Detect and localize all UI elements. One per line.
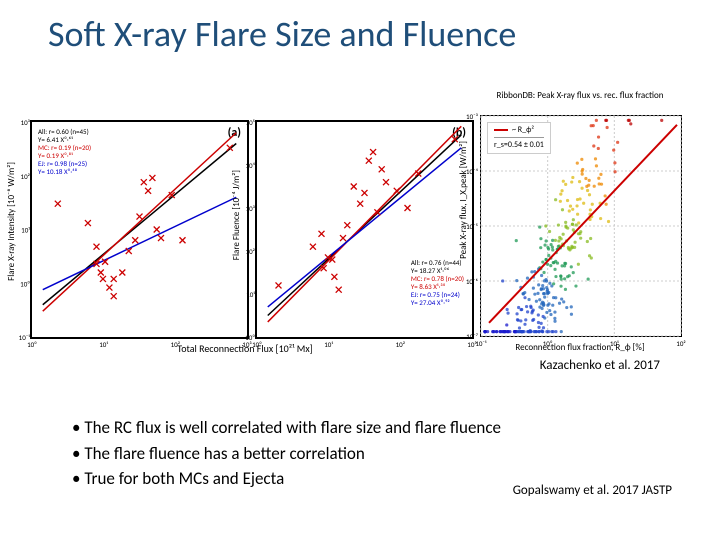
citation-kazachenko: Kazachenko et al. 2017 [540,358,660,373]
chart-c-xlabel: Reconnection flux fraction, R_ϕ [%] [480,342,680,353]
bullet-list: The RC flux is well correlated with flar… [48,415,501,492]
chart-b: (b) All: r= 0.76 (n=44)Y= 18.27 X¹·⁰⁶MC:… [255,120,474,339]
bullet-item: The RC flux is well correlated with flar… [88,415,501,441]
citation-gopalswamy: Gopalswamy et al. 2017 JASTP [513,483,672,498]
svg-text:10¹: 10¹ [246,290,255,299]
chart-c-ylabel: Peak X-ray flux, I_X,peak [W/m²] [458,141,469,259]
svg-text:10²: 10² [396,340,406,349]
svg-text:10⁰: 10⁰ [252,340,262,349]
svg-text:10¹: 10¹ [324,340,333,349]
legend-line2: r_s=0.54 ± 0.01 [494,137,544,150]
svg-text:10²: 10² [246,247,256,256]
legend-line1: ~ R_ϕ² [512,125,534,135]
bullet-item: The flare fluence has a better correlati… [88,441,501,467]
chart-b-svg: 10⁰10¹10²10³10⁴10⁵10⁰10¹10²10³ [257,122,472,337]
chart-a: (a) All: r= 0.60 (n=45)Y= 6.41 X⁰·⁶¹MC: … [30,120,249,339]
chart-b-ylabel: Flare Fluence [10⁻⁴ J/m²] [231,170,242,260]
svg-text:10⁻⁴: 10⁻⁴ [466,167,479,176]
svg-text:10³: 10³ [246,204,256,213]
charts-row: Flare X-ray Intensity [10⁻⁶ W/m²] (a) Al… [30,80,690,360]
svg-text:10⁻⁶: 10⁻⁶ [466,277,479,286]
svg-text:10³: 10³ [21,118,31,127]
svg-text:10⁻⁵: 10⁻⁵ [466,222,478,231]
svg-text:10²: 10² [21,172,31,181]
svg-text:10⁵: 10⁵ [246,118,255,127]
chart-a-svg: 10⁻¹10⁰10¹10²10³10⁰10¹10²10³ [32,122,247,337]
svg-text:10⁴: 10⁴ [245,161,255,170]
chart-c-title: RibbonDB: Peak X-ray flux vs. rec. flux … [480,90,680,101]
page-title: Soft X-ray Flare Size and Fluence [48,12,516,56]
bullet-item: True for both MCs and Ejecta [88,466,501,492]
svg-text:10⁻³: 10⁻³ [466,112,479,121]
chart-c-container: RibbonDB: Peak X-ray flux vs. rec. flux … [480,90,680,335]
chart-a-ylabel: Flare X-ray Intensity [10⁻⁶ W/m²] [6,162,17,281]
svg-text:10⁰: 10⁰ [20,279,30,288]
chart-c-legend: ~ R_ϕ² r_s=0.54 ± 0.01 [487,122,551,154]
chart-c: 10⁻⁷10⁻⁶10⁻⁵10⁻⁴10⁻³10⁻¹10⁰10¹10² ~ R_ϕ²… [480,115,682,337]
svg-text:10¹: 10¹ [21,226,30,235]
